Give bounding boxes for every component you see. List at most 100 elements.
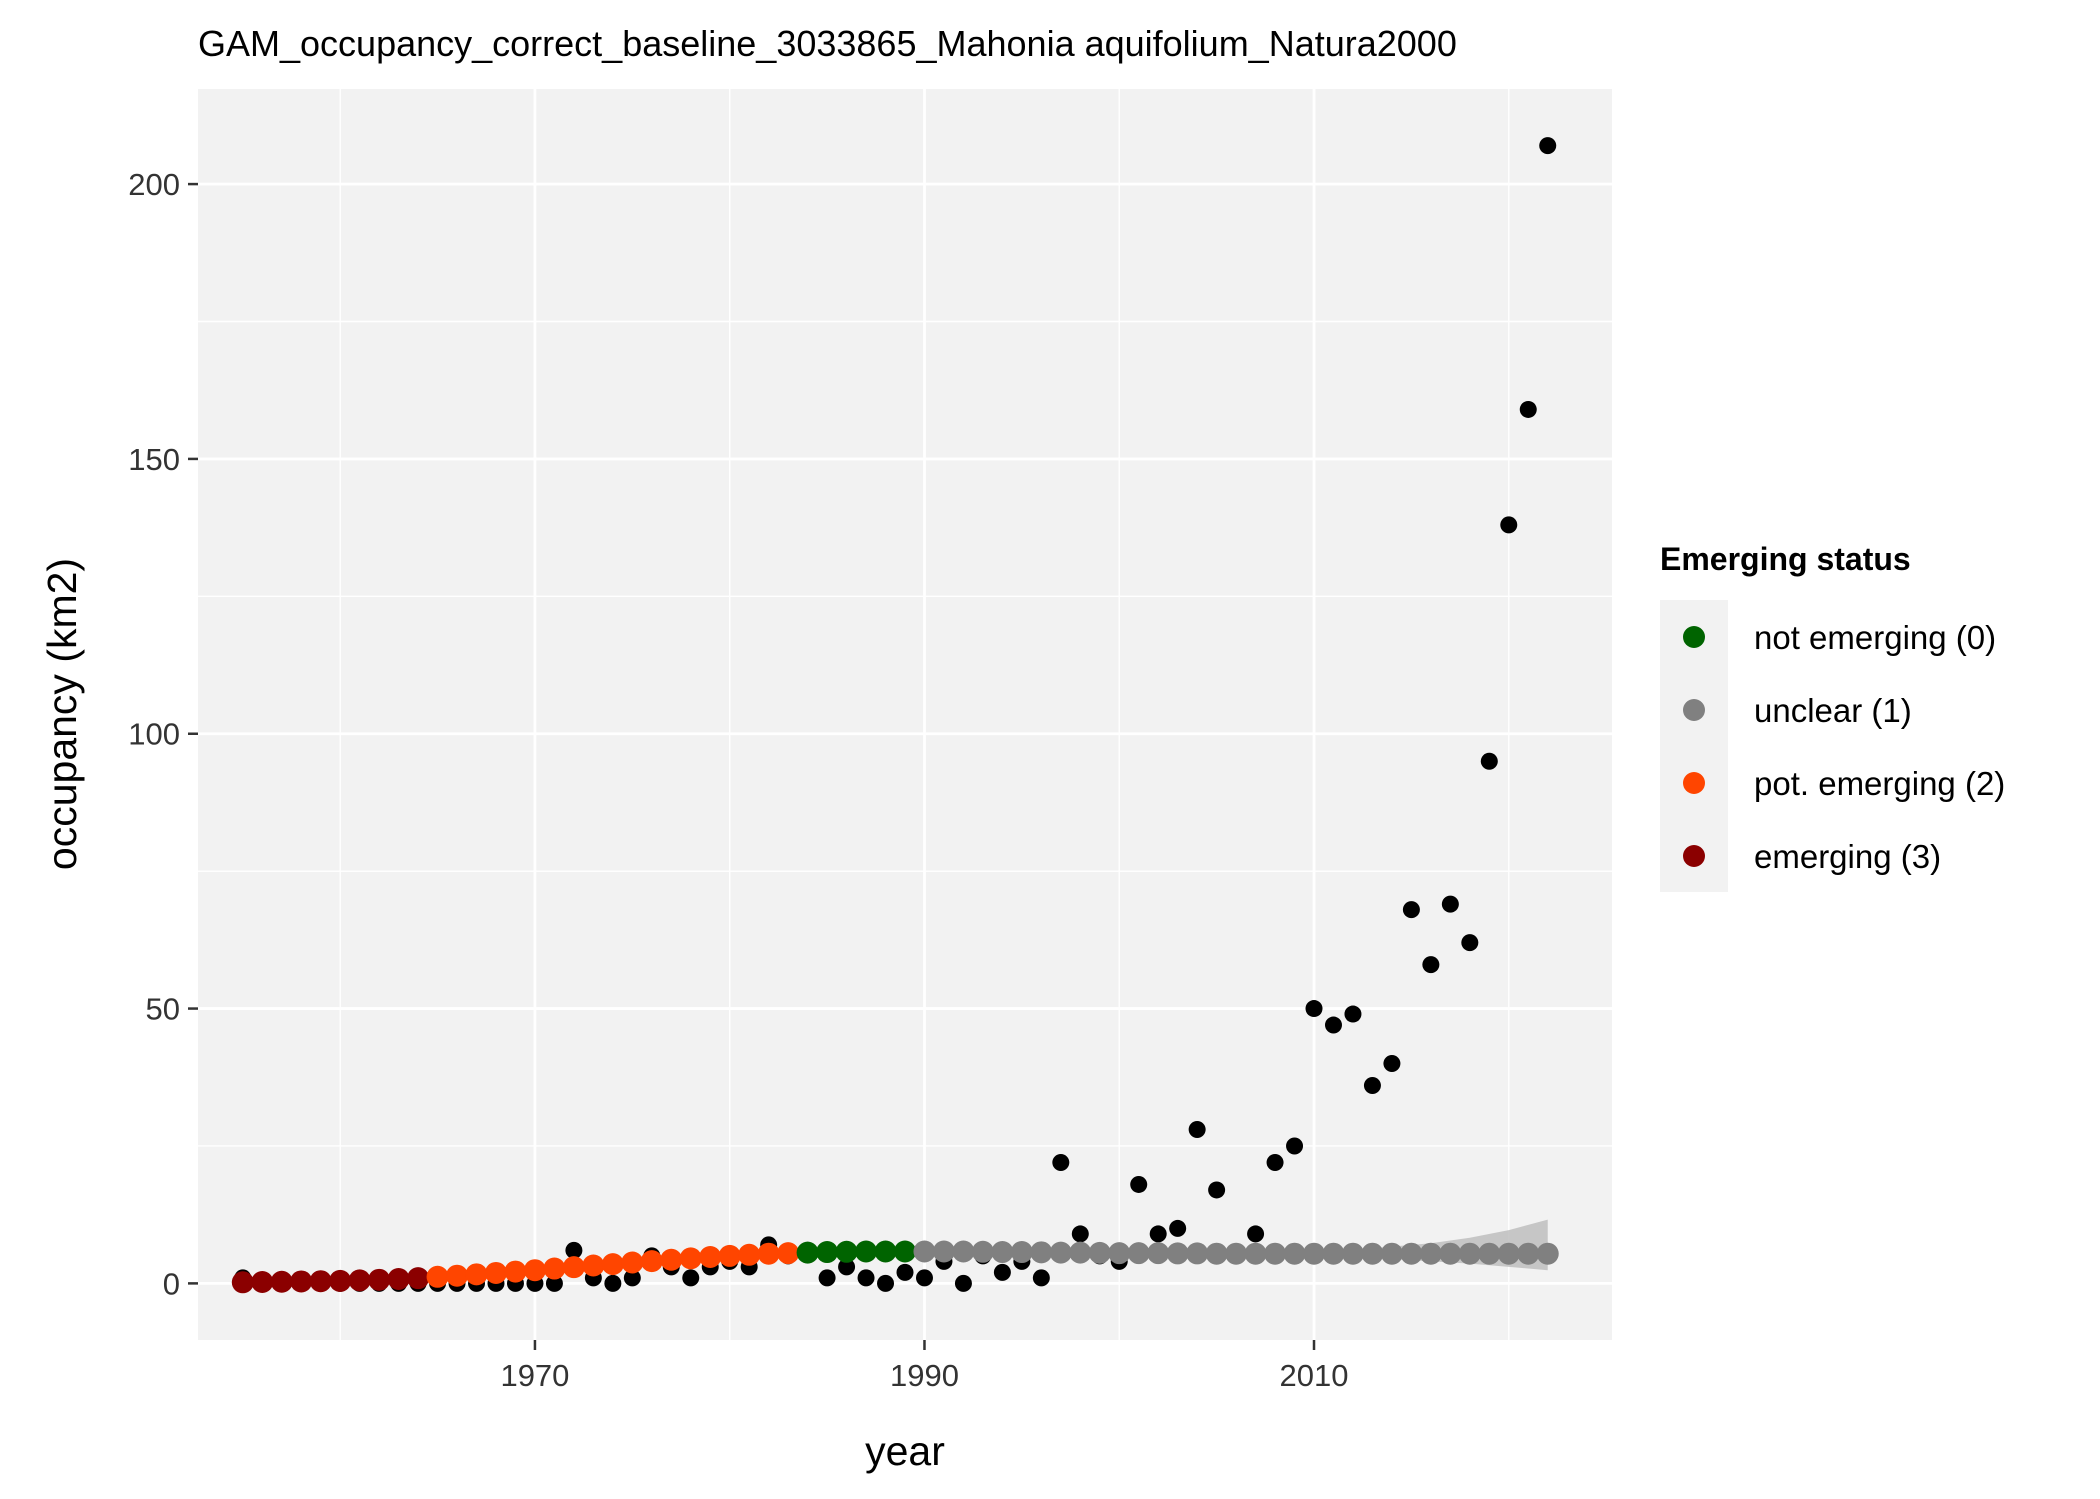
fitted-point — [504, 1260, 527, 1283]
chart-title: GAM_occupancy_correct_baseline_3033865_M… — [198, 23, 1457, 64]
fitted-point — [932, 1240, 955, 1263]
fitted-point — [251, 1271, 274, 1294]
legend-key — [1683, 626, 1705, 648]
observed-point — [1286, 1137, 1304, 1155]
fitted-point — [270, 1270, 293, 1293]
observed-point — [1519, 400, 1537, 418]
observed-point — [954, 1274, 972, 1292]
fitted-point — [523, 1259, 546, 1282]
y-tick-label: 50 — [146, 992, 180, 1027]
y-tick-label: 100 — [128, 717, 180, 752]
observed-point — [1500, 516, 1518, 534]
fitted-point — [329, 1269, 352, 1292]
observed-point — [1402, 901, 1420, 919]
fitted-point — [1108, 1242, 1131, 1265]
x-tick-label: 2010 — [1280, 1358, 1349, 1393]
fitted-point — [562, 1256, 585, 1279]
observed-point — [1344, 1005, 1362, 1023]
observed-point — [1422, 956, 1440, 974]
legend-label: unclear (1) — [1754, 692, 1912, 729]
observed-point — [604, 1274, 622, 1292]
observed-point — [1208, 1181, 1226, 1199]
fitted-point — [991, 1241, 1014, 1264]
fitted-point — [387, 1267, 410, 1290]
observed-point — [623, 1269, 641, 1287]
legend: Emerging status not emerging (0) unclear … — [1660, 541, 2005, 892]
x-tick-label: 1970 — [500, 1358, 569, 1393]
observed-point — [1247, 1225, 1265, 1243]
fitted-point — [1322, 1242, 1345, 1265]
plot-panel — [198, 89, 1612, 1340]
observed-point — [993, 1263, 1011, 1281]
fitted-point — [1225, 1242, 1248, 1265]
observed-point — [1169, 1219, 1187, 1237]
fitted-point — [1303, 1242, 1326, 1265]
fitted-point — [582, 1254, 605, 1277]
fitted-point — [1088, 1241, 1111, 1264]
y-axis-title: occupancy (km2) — [39, 558, 85, 870]
fitted-point — [368, 1268, 391, 1291]
observed-point — [1383, 1055, 1401, 1073]
fitted-point — [757, 1242, 780, 1265]
observed-point — [1032, 1269, 1050, 1287]
fitted-point — [1147, 1242, 1170, 1265]
fitted-point — [543, 1257, 566, 1280]
fitted-point — [971, 1240, 994, 1263]
fitted-point — [1361, 1242, 1384, 1265]
fitted-point — [1439, 1242, 1462, 1265]
observed-point — [1305, 1000, 1323, 1018]
fitted-point — [1030, 1241, 1053, 1264]
legend-key — [1683, 845, 1705, 867]
y-tick-label: 0 — [163, 1266, 180, 1301]
fitted-point — [1517, 1242, 1540, 1265]
fitted-point — [1205, 1242, 1228, 1265]
fitted-point — [1283, 1242, 1306, 1265]
fitted-point — [309, 1270, 332, 1293]
observed-point — [838, 1258, 856, 1276]
observed-point — [1363, 1077, 1381, 1095]
legend-entries: not emerging (0) unclear (1) pot. emerging… — [1683, 619, 2005, 875]
fitted-point — [290, 1270, 313, 1293]
fitted-point — [1127, 1242, 1150, 1265]
fitted-point — [796, 1241, 819, 1264]
observed-point — [545, 1274, 563, 1292]
axes: 0 50 100 150 200 1970 1990 2010 — [128, 167, 1348, 1393]
fitted-point — [1400, 1242, 1423, 1265]
observed-point — [1071, 1225, 1089, 1243]
fitted-point — [699, 1246, 722, 1269]
legend-key-background — [1660, 600, 1728, 892]
fitted-point — [679, 1247, 702, 1270]
fitted-point — [601, 1253, 624, 1276]
fitted-point — [1166, 1242, 1189, 1265]
legend-label: pot. emerging (2) — [1754, 765, 2005, 802]
x-axis-title: year — [865, 1428, 945, 1474]
y-tick-label: 200 — [128, 167, 180, 202]
legend-key — [1683, 699, 1705, 721]
fitted-point — [1264, 1242, 1287, 1265]
fitted-point — [1186, 1242, 1209, 1265]
observed-point — [1441, 895, 1459, 913]
fitted-point — [1010, 1241, 1033, 1264]
fitted-point — [1341, 1242, 1364, 1265]
observed-point — [1324, 1016, 1342, 1034]
observed-point — [1461, 934, 1479, 952]
fitted-point — [348, 1269, 371, 1292]
fitted-point — [874, 1240, 897, 1263]
fitted-point — [1478, 1242, 1501, 1265]
observed-point — [877, 1274, 895, 1292]
fitted-point — [816, 1241, 839, 1264]
observed-point — [857, 1269, 875, 1287]
observed-point — [1188, 1120, 1206, 1138]
fitted-point — [1244, 1242, 1267, 1265]
fitted-point — [1419, 1242, 1442, 1265]
fitted-point — [231, 1271, 254, 1294]
fitted-point — [660, 1248, 683, 1271]
legend-title: Emerging status — [1660, 541, 1911, 577]
observed-point — [565, 1241, 583, 1259]
y-tick-label: 150 — [128, 442, 180, 477]
fitted-point — [407, 1267, 430, 1290]
fitted-point — [738, 1243, 761, 1266]
legend-key — [1683, 772, 1705, 794]
observed-point — [915, 1269, 933, 1287]
